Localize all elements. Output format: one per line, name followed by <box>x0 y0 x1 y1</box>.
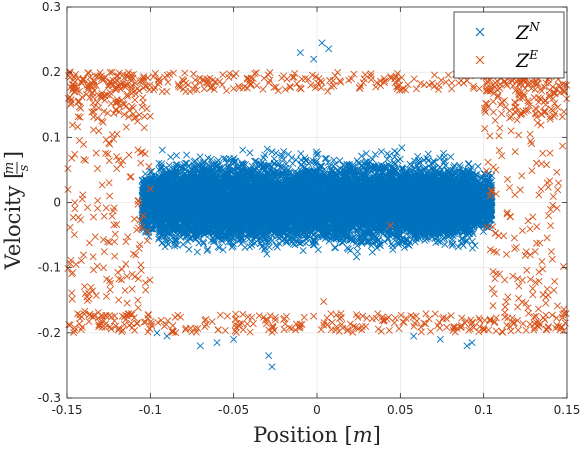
point-zn <box>388 240 396 248</box>
point-zn <box>462 237 470 245</box>
point-zn <box>196 153 204 161</box>
point-zn <box>218 237 226 245</box>
point-zn <box>362 149 370 158</box>
point-zn <box>220 154 228 162</box>
point-zn <box>391 147 399 155</box>
point-zn <box>219 246 227 254</box>
point-zn <box>260 246 268 254</box>
point-zn <box>239 146 247 154</box>
point-zn <box>454 243 462 251</box>
point-zn <box>141 170 149 178</box>
point-zn <box>322 154 330 162</box>
point-zn <box>310 238 318 246</box>
point-zn <box>377 148 385 156</box>
point-zn <box>204 245 212 253</box>
point-zn <box>394 240 403 248</box>
